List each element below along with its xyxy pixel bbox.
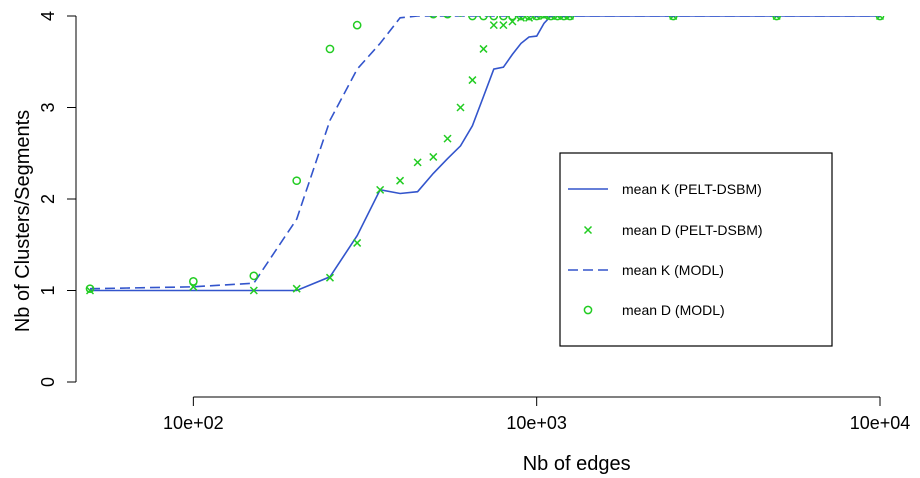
point-mean-d-pelt-dsbm — [468, 76, 477, 85]
point-mean-d-modl — [489, 16, 499, 21]
point-mean-d-pelt-dsbm — [443, 134, 452, 143]
point-mean-d-modl — [565, 16, 575, 21]
point-mean-d-pelt-dsbm — [516, 16, 525, 22]
axes: 10e+02 10e+03 10e+04 0 1 2 3 4 — [38, 11, 910, 433]
point-mean-d-pelt-dsbm — [376, 185, 385, 194]
point-mean-d-modl — [189, 277, 198, 286]
point-mean-d-modl — [875, 16, 885, 21]
point-mean-d-modl — [429, 16, 438, 19]
legend-label: mean K (MODL) — [622, 262, 724, 278]
point-mean-d-modl — [559, 16, 569, 21]
legend-key-o-marker — [583, 305, 593, 315]
y-tick-label: 4 — [38, 11, 58, 21]
point-mean-d-pelt-dsbm — [479, 44, 488, 53]
point-mean-d-modl — [85, 284, 95, 294]
y-tick-label: 3 — [38, 102, 58, 112]
y-axis-title: Nb of Clusters/Segments — [12, 110, 34, 332]
point-mean-d-pelt-dsbm — [524, 16, 534, 22]
point-mean-d-modl — [772, 16, 781, 21]
legend-label: mean K (PELT-DSBM) — [622, 181, 762, 197]
x-tick-label: 10e+04 — [850, 413, 911, 433]
series-layer — [85, 5, 885, 295]
series-line-mean-k-pelt-dsbm — [90, 16, 880, 292]
point-mean-d-modl — [546, 16, 556, 21]
x-axis-title: Nb of edges — [523, 453, 631, 475]
point-mean-d-modl — [468, 16, 477, 21]
point-mean-d-modl — [396, 7, 403, 14]
point-mean-d-modl — [249, 271, 259, 281]
point-mean-d-modl — [479, 16, 488, 21]
point-mean-d-pelt-dsbm — [325, 273, 335, 282]
point-mean-d-pelt-dsbm — [396, 176, 405, 185]
legend: mean K (PELT-DSBM) mean D (PELT-DSBM) mean… — [559, 152, 833, 347]
point-mean-d-pelt-dsbm — [353, 238, 362, 247]
point-mean-d-modl — [668, 16, 678, 21]
point-mean-d-modl — [524, 16, 534, 21]
point-mean-d-modl — [443, 16, 452, 19]
point-mean-d-modl — [516, 16, 526, 21]
point-mean-d-pelt-dsbm — [292, 284, 301, 293]
y-tick-label: 1 — [38, 285, 58, 295]
y-tick-label: 0 — [38, 377, 58, 387]
point-mean-d-modl — [377, 5, 384, 12]
point-mean-d-modl — [499, 16, 508, 21]
point-mean-d-pelt-dsbm — [429, 152, 438, 161]
point-mean-d-modl — [508, 16, 517, 21]
legend-label: mean D (PELT-DSBM) — [622, 222, 763, 238]
point-mean-d-pelt-dsbm — [413, 158, 422, 167]
point-mean-d-pelt-dsbm — [456, 103, 465, 112]
point-mean-d-modl — [325, 44, 335, 54]
legend-key-x-marker — [583, 225, 593, 235]
point-mean-d-modl — [553, 16, 562, 21]
point-mean-d-modl — [292, 176, 302, 186]
point-mean-d-modl — [532, 16, 542, 21]
y-tick-label: 2 — [38, 194, 58, 204]
point-mean-d-modl — [458, 16, 463, 17]
legend-box — [559, 152, 833, 347]
point-mean-d-modl — [414, 7, 421, 14]
x-tick-label: 10e+03 — [506, 413, 567, 433]
point-mean-d-pelt-dsbm — [539, 16, 548, 21]
point-mean-d-modl — [352, 20, 362, 30]
x-tick-label: 10e+02 — [163, 413, 224, 433]
point-mean-d-modl — [540, 16, 548, 19]
legend-label: mean D (MODL) — [622, 302, 725, 318]
point-mean-d-pelt-dsbm — [499, 21, 508, 30]
point-mean-d-pelt-dsbm — [249, 286, 258, 295]
point-mean-d-pelt-dsbm — [489, 21, 498, 30]
